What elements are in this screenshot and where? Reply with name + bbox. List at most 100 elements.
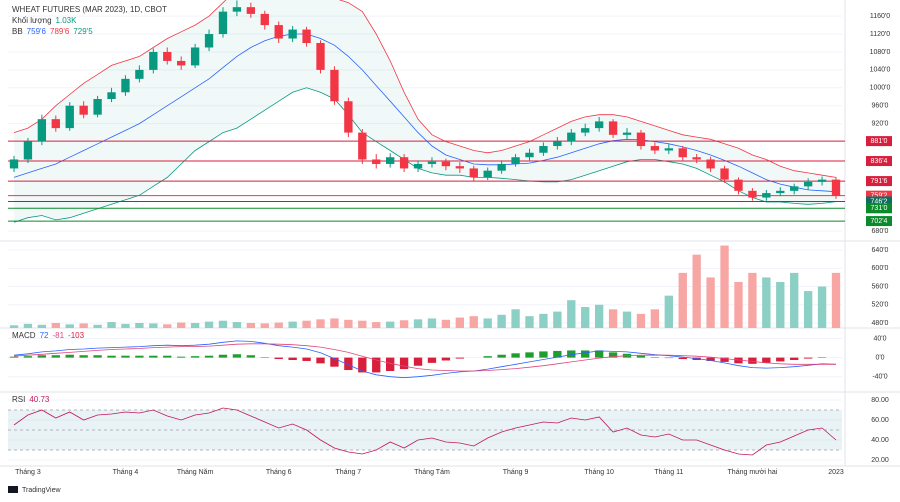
x-tick-label: Tháng 11 <box>654 469 683 476</box>
level-tag <box>866 176 892 187</box>
candle-body <box>636 132 646 147</box>
candle-body <box>274 25 283 39</box>
macd-histogram <box>344 357 353 371</box>
volume-bar <box>37 324 47 328</box>
volume-bar <box>776 281 785 328</box>
candle-body <box>594 121 604 129</box>
candle-body <box>372 159 381 164</box>
macd-histogram <box>190 356 200 358</box>
macd-histogram <box>232 354 242 358</box>
volume-bar <box>385 321 395 328</box>
y-tick-label: 60.00 <box>871 417 889 424</box>
y-tick-label: 40'0 <box>873 335 886 342</box>
legend-rsi-label: RSI <box>12 395 25 404</box>
macd-histogram <box>65 354 74 358</box>
x-tick-label: Tháng mười hai <box>728 469 778 476</box>
candle-body <box>511 157 520 164</box>
candle-body <box>581 128 590 133</box>
candle-body <box>622 132 632 135</box>
y-tick-label: 960'0 <box>872 103 889 110</box>
candle-body <box>107 92 116 99</box>
macd-histogram <box>567 350 576 358</box>
macd-histogram <box>594 350 604 358</box>
volume-bar <box>720 245 729 328</box>
candle-body <box>817 179 827 182</box>
volume-bar <box>803 291 813 328</box>
macd-histogram <box>37 355 47 358</box>
macd-histogram <box>803 357 813 359</box>
candle-body <box>776 190 785 194</box>
band-lower <box>13 87 837 223</box>
level-tag <box>866 190 892 201</box>
macd-histogram <box>441 357 451 361</box>
candle-body <box>790 186 799 191</box>
macd-histogram <box>372 357 381 373</box>
logo-icon <box>8 486 18 493</box>
y-tick-label: 1160'0 <box>870 13 890 20</box>
candle-body <box>469 168 478 178</box>
candle-body <box>218 11 228 35</box>
volume-bar <box>260 323 269 328</box>
volume-bar <box>692 254 701 328</box>
macd-histogram <box>23 356 33 358</box>
candle-body <box>525 152 534 158</box>
candle-body <box>385 157 395 164</box>
volume-bar <box>121 323 130 328</box>
legend-volume-label: Khối lượng <box>12 16 52 25</box>
candle-body <box>149 51 158 70</box>
y-tick-label: 640'0 <box>872 247 889 254</box>
volume-bar <box>372 322 381 328</box>
macd-histogram <box>427 357 437 363</box>
legend-macd-value: -81 <box>52 331 64 340</box>
volume-bar <box>650 309 660 328</box>
volume-bar <box>455 317 465 328</box>
volume-bar <box>246 322 256 328</box>
volume-bar <box>664 295 673 328</box>
candle-body <box>260 13 269 26</box>
legend-bb-value: 789'6 <box>50 27 70 36</box>
volume-bar <box>358 320 367 328</box>
x-tick-label: 2023 <box>828 469 844 476</box>
volume-bar <box>274 322 283 328</box>
volume-bar <box>762 277 771 328</box>
level-tag <box>866 216 892 227</box>
legend-macd-value: -103 <box>68 331 85 340</box>
volume-bar <box>65 324 74 328</box>
candle-body <box>567 132 576 142</box>
candle-body <box>664 148 673 151</box>
volume-bar <box>567 300 576 328</box>
legend-bb: BB 759'6 789'6 729'5 <box>12 27 93 36</box>
volume-bar <box>594 304 604 328</box>
macd-histogram <box>316 357 325 364</box>
volume-bar <box>232 322 242 328</box>
macd-line <box>13 340 837 379</box>
level-label: 731'0 <box>871 205 888 212</box>
y-tick-label: 80.00 <box>871 397 889 404</box>
candle-body <box>734 179 743 191</box>
y-tick-label: 520'0 <box>872 302 889 309</box>
volume-bar <box>399 320 409 328</box>
y-tick-label: -40'0 <box>872 374 887 381</box>
candle-body <box>608 121 618 135</box>
x-tick-label: Tháng Năm <box>177 469 214 476</box>
volume-bar <box>608 309 618 328</box>
macd-histogram <box>204 355 214 358</box>
macd-histogram <box>706 357 715 361</box>
macd-histogram <box>358 357 367 373</box>
volume-bar <box>218 320 228 328</box>
macd-histogram <box>734 357 743 364</box>
macd-histogram <box>790 357 799 360</box>
volume-bar <box>525 316 534 328</box>
macd-histogram <box>93 355 102 358</box>
x-tick-label: Tháng 7 <box>336 469 362 476</box>
candle-body <box>650 146 660 151</box>
volume-bar <box>427 318 437 328</box>
volume-bar <box>344 319 353 328</box>
macd-histogram <box>218 354 228 358</box>
legend-bb-value: 729'5 <box>73 27 93 36</box>
band-basis <box>13 33 837 193</box>
volume-bar <box>413 319 423 328</box>
x-tick-label: Tháng Tám <box>414 469 450 476</box>
macd-histogram <box>9 356 19 358</box>
y-tick-label: 480'0 <box>872 320 889 327</box>
